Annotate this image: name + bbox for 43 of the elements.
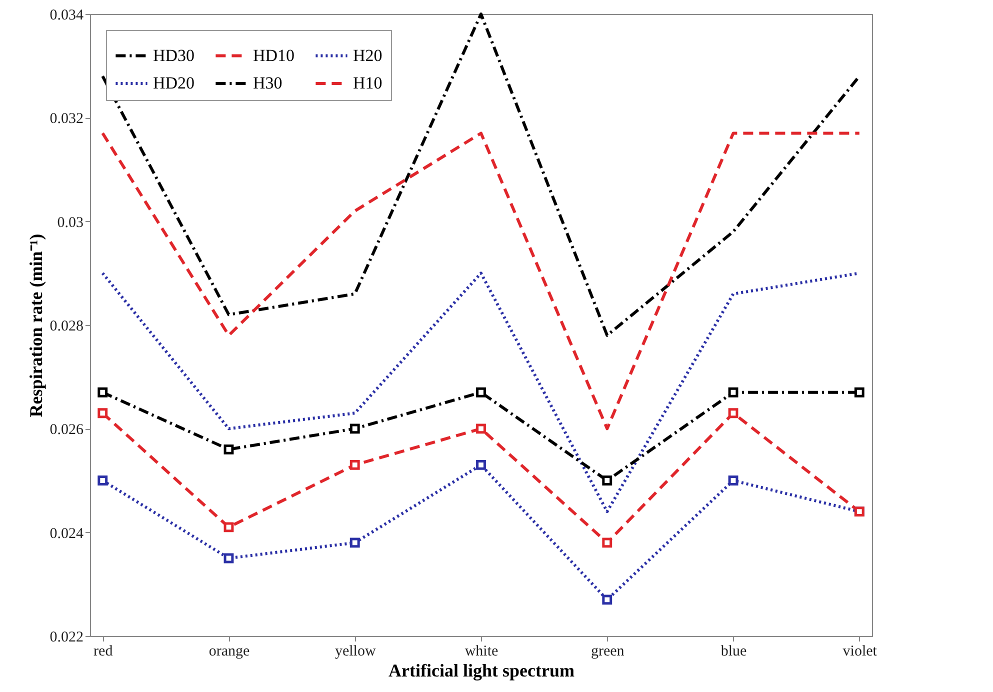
x-tick-label: blue xyxy=(720,644,748,660)
legend-label: H10 xyxy=(353,74,382,92)
point xyxy=(350,424,360,434)
point xyxy=(602,538,612,548)
x-axis-title: Artificial light spectrum xyxy=(388,660,574,680)
legend-label: HD20 xyxy=(153,74,195,92)
point xyxy=(98,408,108,418)
point xyxy=(98,387,108,398)
y-tick-label: 0.034 xyxy=(50,8,84,24)
x-tick-label: yellow xyxy=(334,644,376,660)
x-tick-label: green xyxy=(590,644,625,660)
x-tick-label: orange xyxy=(208,644,250,660)
point xyxy=(350,460,360,470)
point xyxy=(476,387,486,398)
line-series xyxy=(101,132,861,430)
legend-label: H30 xyxy=(253,74,282,92)
x-tick-label: white xyxy=(464,644,499,660)
point xyxy=(602,594,612,605)
legend-label: HD30 xyxy=(153,46,195,65)
point xyxy=(98,476,108,486)
point xyxy=(476,460,486,470)
y-tick-label: 0.032 xyxy=(50,111,84,128)
x-tick-label: violet xyxy=(842,644,878,660)
point xyxy=(602,476,612,486)
point xyxy=(728,387,738,398)
y-tick-label: 0.03 xyxy=(57,214,84,231)
point xyxy=(224,553,234,564)
y-axis-title: Respiration rate (min⁻¹) xyxy=(26,234,46,418)
y-tick-label: 0.026 xyxy=(50,422,84,438)
point xyxy=(224,444,234,454)
line-series xyxy=(101,12,861,337)
y-tick-label: 0.028 xyxy=(50,318,84,334)
point xyxy=(224,522,234,532)
point xyxy=(854,387,864,398)
x-tick-label: red xyxy=(94,644,114,660)
legend-label: H20 xyxy=(353,46,382,65)
legend-label: HD10 xyxy=(253,46,295,65)
y-tick-label: 0.022 xyxy=(50,630,84,646)
point xyxy=(476,424,486,434)
point xyxy=(350,538,360,548)
point xyxy=(728,408,738,418)
point xyxy=(728,476,738,486)
y-tick-label: 0.024 xyxy=(50,526,84,542)
